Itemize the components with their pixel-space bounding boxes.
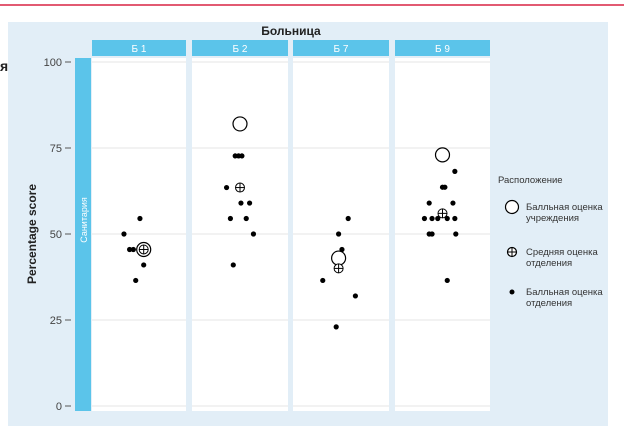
- legend-title: Расположение: [498, 175, 563, 186]
- department-score-point: [238, 200, 243, 205]
- legend-item-label: Балльная оценка: [526, 287, 603, 298]
- legend-item-label: отделения: [526, 258, 572, 269]
- facility-score-marker: [436, 148, 450, 162]
- department-score-point: [121, 231, 126, 236]
- y-tick-label: 25: [50, 315, 62, 327]
- department-score-point: [133, 278, 138, 283]
- legend-item-label: Балльная оценка: [526, 202, 603, 213]
- y-tick-label: 50: [50, 229, 62, 241]
- legend-dept-symbol: [510, 290, 515, 295]
- department-score-point: [445, 278, 450, 283]
- department-score-point: [452, 169, 457, 174]
- department-score-point: [247, 200, 252, 205]
- department-score-point: [334, 324, 339, 329]
- facet-strip-label: Б 9: [435, 44, 450, 55]
- row-strip-label: Санитария: [79, 197, 89, 243]
- legend-facility-symbol: [506, 201, 519, 214]
- department-score-point: [427, 200, 432, 205]
- department-score-point: [336, 231, 341, 236]
- legend-item-label: отделения: [526, 298, 572, 309]
- department-score-point: [137, 216, 142, 221]
- department-score-point: [453, 231, 458, 236]
- department-score-point: [429, 216, 434, 221]
- department-score-point: [231, 262, 236, 267]
- department-score-point: [320, 278, 325, 283]
- department-score-point: [131, 247, 136, 252]
- department-score-point: [141, 262, 146, 267]
- department-score-point: [452, 216, 457, 221]
- department-score-point: [422, 216, 427, 221]
- department-score-point: [450, 200, 455, 205]
- facet-strip-label: Б 7: [334, 44, 349, 55]
- department-score-point: [429, 231, 434, 236]
- legend-item-label: Средняя оценка: [526, 247, 598, 258]
- department-score-point: [346, 216, 351, 221]
- department-score-point: [239, 153, 244, 158]
- facility-score-marker: [233, 117, 247, 131]
- facet-strip-label: Б 2: [233, 44, 248, 55]
- department-score-point: [251, 231, 256, 236]
- y-tick-label: 0: [56, 401, 62, 413]
- y-axis-label: Percentage score: [25, 184, 39, 284]
- y-tick-label: 100: [44, 57, 62, 69]
- department-score-point: [244, 216, 249, 221]
- department-score-point: [442, 185, 447, 190]
- legend-item-label: учреждения: [526, 213, 579, 224]
- facility-score-marker: [332, 251, 346, 265]
- facet-strip-label: Б 1: [132, 44, 147, 55]
- department-score-point: [224, 185, 229, 190]
- facet-group-title: Больница: [261, 24, 321, 38]
- department-score-point: [228, 216, 233, 221]
- y-tick-label: 75: [50, 143, 62, 155]
- department-score-point: [353, 293, 358, 298]
